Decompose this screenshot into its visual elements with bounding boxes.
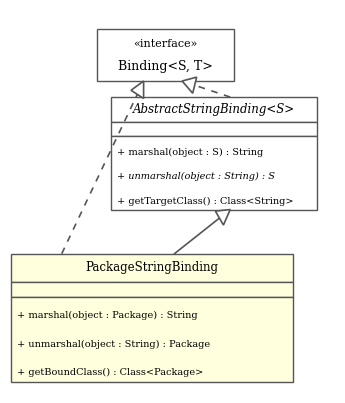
Text: + unmarshal(object : String) : Package: + unmarshal(object : String) : Package [17, 339, 210, 349]
FancyBboxPatch shape [11, 254, 293, 282]
Text: + unmarshal(object : String) : S: + unmarshal(object : String) : S [117, 172, 275, 181]
Text: PackageStringBinding: PackageStringBinding [85, 262, 218, 274]
Polygon shape [131, 81, 144, 98]
FancyBboxPatch shape [111, 97, 317, 122]
FancyBboxPatch shape [11, 282, 293, 297]
Text: «interface»: «interface» [134, 39, 198, 50]
Text: + marshal(object : Package) : String: + marshal(object : Package) : String [17, 311, 198, 320]
Text: + marshal(object : S) : String: + marshal(object : S) : String [117, 148, 263, 157]
FancyBboxPatch shape [11, 297, 293, 382]
Polygon shape [215, 210, 230, 225]
Polygon shape [182, 77, 197, 93]
Text: + getTargetClass() : Class<String>: + getTargetClass() : Class<String> [117, 196, 293, 206]
Text: AbstractStringBinding<S>: AbstractStringBinding<S> [133, 103, 295, 116]
FancyBboxPatch shape [97, 29, 234, 81]
FancyBboxPatch shape [111, 137, 317, 210]
Text: + getBoundClass() : Class<Package>: + getBoundClass() : Class<Package> [17, 368, 204, 377]
FancyBboxPatch shape [111, 122, 317, 137]
Text: Binding<S, T>: Binding<S, T> [118, 60, 213, 73]
